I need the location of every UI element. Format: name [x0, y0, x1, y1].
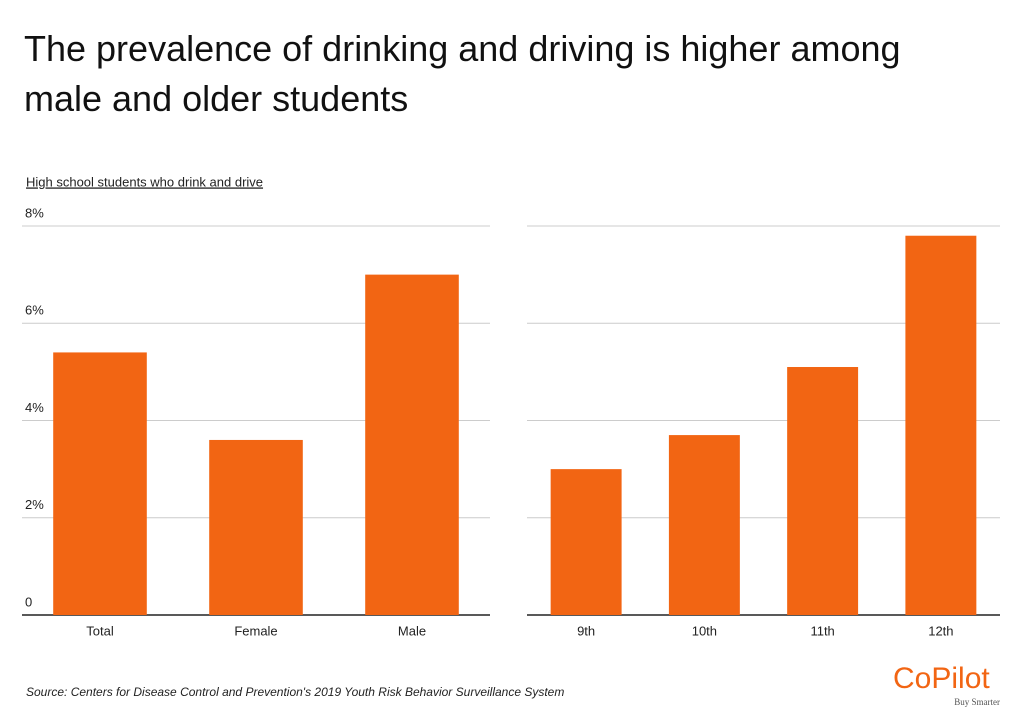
bar	[53, 352, 147, 615]
x-tick-label: Total	[86, 623, 114, 638]
x-tick-label: Female	[234, 623, 277, 638]
y-tick-label: 2%	[25, 497, 44, 512]
chart-subtitle: High school students who drink and drive	[26, 174, 263, 189]
bar	[668, 435, 740, 615]
bar	[209, 439, 303, 615]
x-tick-label: 9th	[577, 623, 595, 638]
x-tick-label: 12th	[928, 623, 953, 638]
y-tick-label: 4%	[25, 400, 44, 415]
source-note: Source: Centers for Disease Control and …	[26, 685, 564, 699]
logo-tagline: Buy Smarter	[954, 697, 1000, 707]
bar	[365, 274, 459, 615]
y-tick-label: 6%	[25, 303, 44, 318]
x-tick-label: 10th	[692, 623, 717, 638]
chart-title: The prevalence of drinking and driving i…	[24, 28, 901, 119]
x-tick-label: 11th	[810, 623, 834, 638]
x-tick-label: Male	[398, 623, 426, 638]
bar	[905, 235, 977, 615]
bar	[550, 469, 622, 615]
bar	[787, 367, 859, 615]
logo: CoPilot	[893, 662, 990, 695]
y-tick-label: 0	[25, 594, 32, 609]
y-tick-label: 8%	[25, 205, 44, 220]
